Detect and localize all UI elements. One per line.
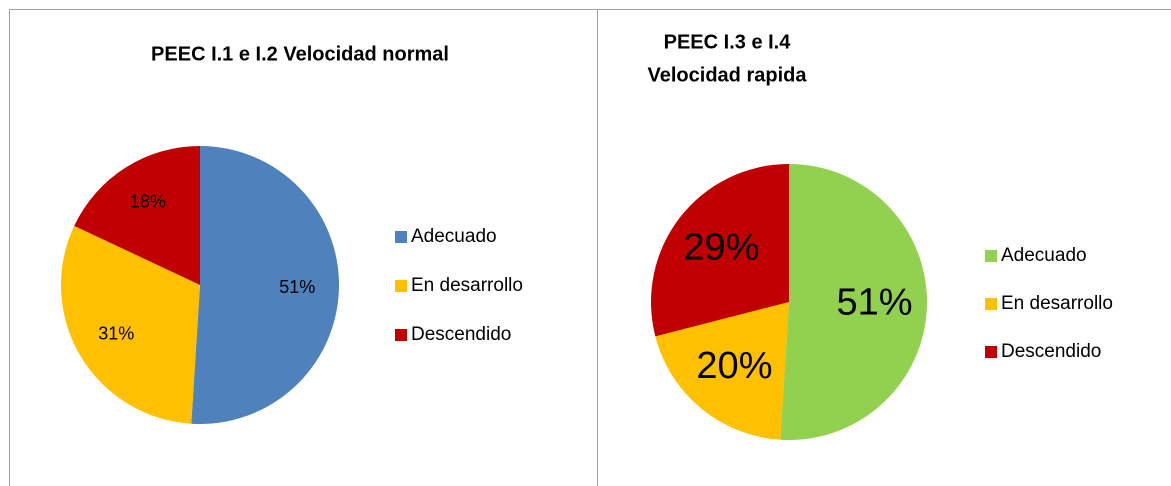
data-label: 51% <box>836 282 912 324</box>
legend-swatch <box>395 329 407 341</box>
legend-swatch <box>395 231 407 243</box>
legend-label: En desarrollo <box>411 275 523 296</box>
pie-slice <box>191 146 339 424</box>
pie-slice <box>650 164 789 337</box>
data-label: 18% <box>130 192 166 212</box>
pie-slice <box>655 302 789 440</box>
data-label: 31% <box>98 323 134 343</box>
legend-swatch <box>985 346 997 358</box>
legend-label: Adecuado <box>411 226 497 247</box>
legend-label: Descendido <box>1001 341 1101 362</box>
chart-title: PEEC I.1 e I.2 Velocidad normal <box>151 43 449 65</box>
legend-label: En desarrollo <box>1001 293 1113 314</box>
legend-swatch <box>985 250 997 262</box>
chart-title: PEEC I.3 e I.4 <box>664 31 792 53</box>
pie-slice <box>780 164 928 440</box>
pie-slice <box>74 146 200 285</box>
legend-label: Adecuado <box>1001 245 1087 266</box>
legend-swatch <box>985 298 997 310</box>
pie-slice <box>60 225 200 424</box>
legend-swatch <box>395 280 407 292</box>
data-label: 20% <box>696 345 772 387</box>
data-label: 29% <box>683 227 759 269</box>
chart-title: Velocidad rapida <box>648 64 808 86</box>
data-label: 51% <box>279 277 315 297</box>
legend-label: Descendido <box>411 324 511 345</box>
